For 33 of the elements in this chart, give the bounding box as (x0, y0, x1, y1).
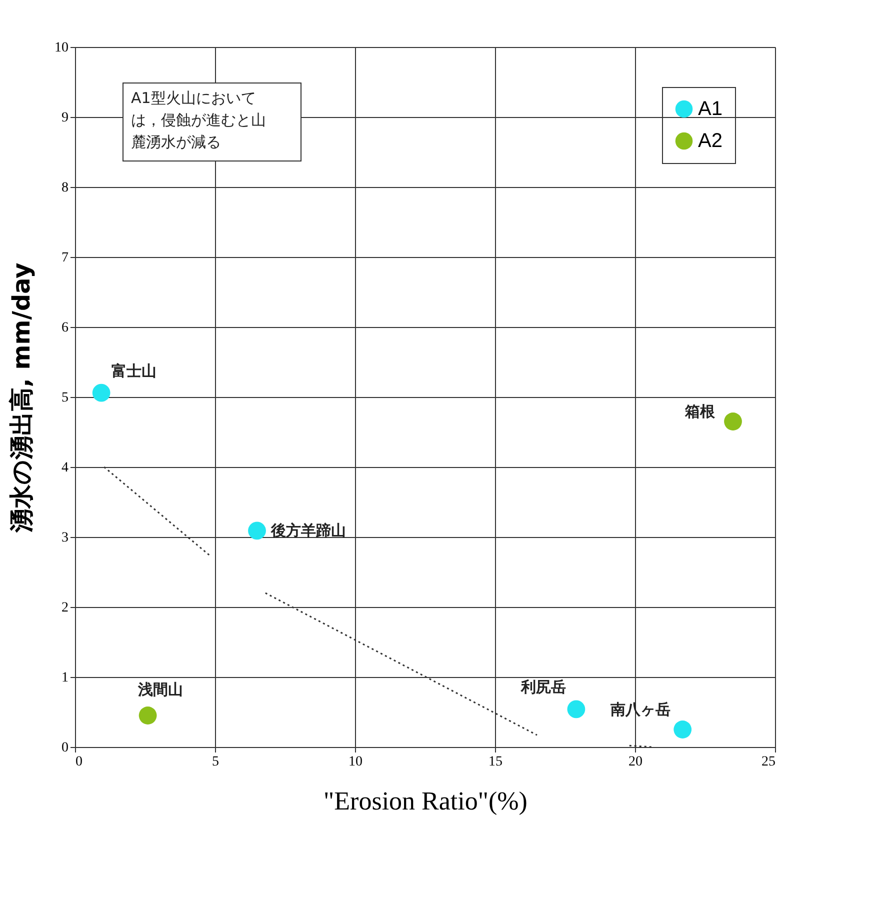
y-tick-label: 10 (54, 40, 68, 56)
x-tick-label: 10 (348, 754, 362, 770)
y-tick-label: 2 (62, 600, 68, 616)
y-tick-label: 4 (62, 460, 68, 476)
y-tick-label: 7 (62, 250, 68, 266)
y-tick-label: 5 (62, 390, 68, 406)
x-axis-title: "Erosion Ratio"(%) (324, 786, 528, 816)
point (248, 522, 266, 540)
annotation: 後方羊蹄山 (270, 522, 346, 540)
point (92, 384, 110, 402)
y-tick-label: 3 (62, 530, 68, 546)
annotation: A1型火山においては，侵蝕が進むと山麓湧水が減る (131, 89, 266, 151)
x-tick-label: 0 (76, 754, 82, 770)
point (674, 720, 692, 738)
point (138, 706, 157, 724)
annotation: 利尻岳 (520, 678, 566, 696)
point (567, 700, 586, 718)
y-tick-label: 0 (62, 740, 68, 756)
y-tick-label: 6 (62, 320, 68, 336)
y-tick-label: 9 (62, 110, 68, 126)
x-tick-label: 5 (212, 754, 219, 770)
annotation: 箱根 (684, 402, 716, 420)
legend-label: A1 (698, 98, 722, 120)
annotation: 浅間山 (136, 680, 183, 698)
x-tick-label: 20 (628, 754, 642, 770)
annotation: 富士山 (111, 362, 156, 380)
y-axis-title: 湧水の湧出高, mm/day (8, 262, 36, 534)
legend-label: A2 (698, 130, 722, 152)
point (724, 412, 742, 430)
y-tick-label: 8 (62, 180, 68, 196)
x-tick-label: 25 (762, 754, 776, 770)
x-tick-label: 15 (488, 754, 502, 770)
y-tick-label: 1 (62, 670, 68, 686)
